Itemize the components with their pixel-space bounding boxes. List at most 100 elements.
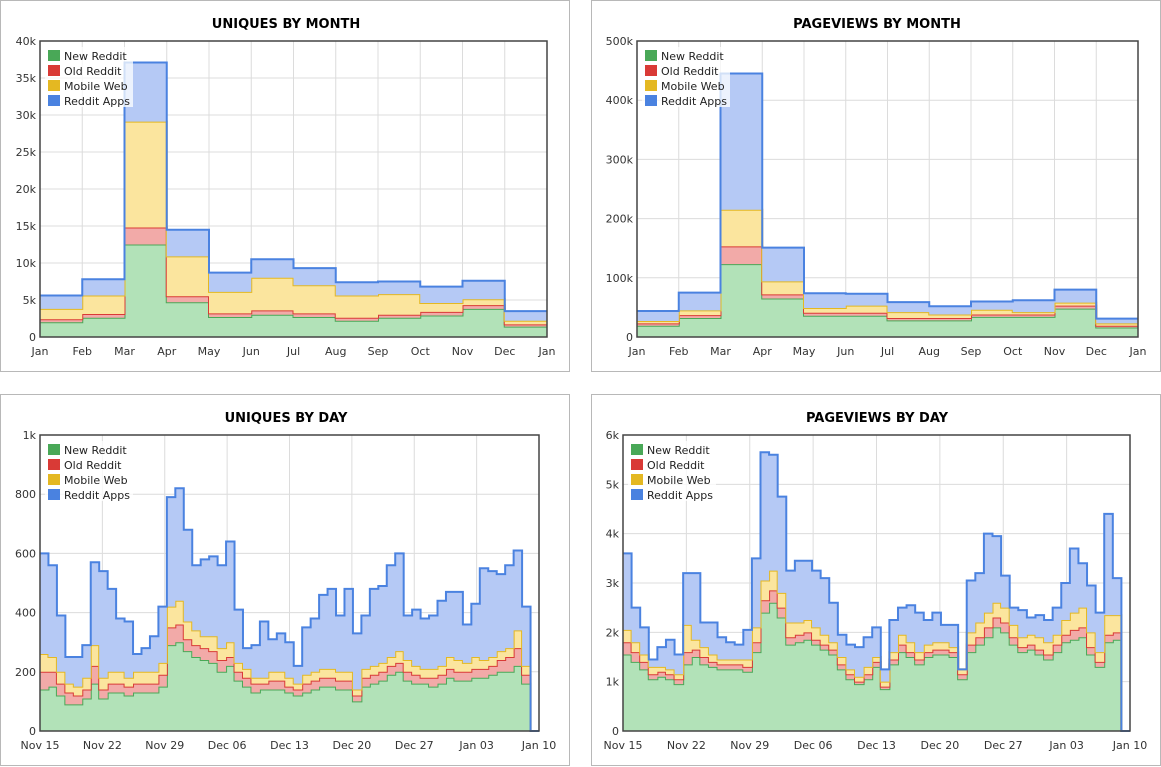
x-tick-label: May	[793, 345, 816, 358]
x-tick-label: Nov 15	[21, 739, 60, 752]
y-tick-label: 10k	[16, 257, 37, 270]
legend-swatch-mobile-web	[645, 80, 657, 91]
legend: New Reddit Old Reddit Mobile Web Reddit App…	[642, 47, 730, 108]
y-tick-label: 200k	[606, 213, 634, 226]
x-tick-label: Nov 29	[145, 739, 184, 752]
legend-label: Reddit Apps	[64, 95, 130, 108]
y-tick-label: 0	[29, 331, 36, 344]
x-tick-label: Jul	[880, 345, 894, 358]
y-tick-label: 5k	[606, 478, 620, 491]
chart-panel-uniques-by-month: UNIQUES BY MONTH 0 5k 10k 15k 20k 25k 30k 35k 40…	[0, 0, 570, 372]
legend-swatch-new-reddit	[48, 50, 60, 61]
x-tick-label: Nov 22	[667, 739, 706, 752]
y-tick-label: 30k	[16, 109, 37, 122]
x-tick-label: Feb	[73, 345, 92, 358]
x-tick-label: Oct	[1003, 345, 1023, 358]
legend-swatch-mobile-web	[48, 80, 60, 91]
legend-swatch-mobile-web	[48, 474, 60, 485]
chart-pageviews-by-month: PAGEVIEWS BY MONTH 0 100k 200k 300k 400k 500k…	[606, 17, 1147, 358]
chart-title: UNIQUES BY DAY	[225, 411, 348, 426]
chart-uniques-by-day: UNIQUES BY DAY 0 200 400 600 800 1k Nov 15 Nov …	[15, 411, 556, 752]
x-tick-label: Jan	[628, 345, 646, 358]
legend-label: Old Reddit	[64, 459, 122, 472]
y-tick-label: 0	[612, 725, 619, 738]
y-tick-label: 300k	[606, 153, 634, 166]
x-tick-label: Nov 22	[83, 739, 122, 752]
series-area-old-reddit	[40, 624, 539, 731]
legend-label: Mobile Web	[64, 80, 128, 93]
x-tick-label: Jan 10	[1112, 739, 1147, 752]
y-tick-label: 600	[15, 547, 36, 560]
y-tick-label: 200	[15, 666, 36, 679]
legend-swatch-old-reddit	[48, 459, 60, 470]
x-tick-label: Apr	[157, 345, 177, 358]
legend: New Reddit Old Reddit Mobile Web Reddit App…	[45, 441, 133, 502]
legend-label: Mobile Web	[64, 474, 128, 487]
chart-title: PAGEVIEWS BY DAY	[806, 411, 949, 426]
x-tick-label: Sep	[368, 345, 389, 358]
legend-swatch-old-reddit	[631, 459, 643, 470]
x-tick-label: Jul	[286, 345, 300, 358]
x-tick-label: Nov	[1044, 345, 1066, 358]
x-tick-label: Jan 03	[458, 739, 493, 752]
legend-swatch-new-reddit	[645, 50, 657, 61]
x-tick-label: Jan	[1129, 345, 1147, 358]
y-tick-label: 20k	[16, 183, 37, 196]
series-area-reddit-apps	[40, 488, 539, 731]
y-tick-label: 2k	[606, 626, 620, 639]
legend-label: Mobile Web	[647, 474, 711, 487]
y-tick-label: 400	[15, 607, 36, 620]
x-tick-label: Jan 10	[521, 739, 556, 752]
y-tick-label: 400k	[606, 94, 634, 107]
legend-swatch-reddit-apps	[631, 489, 643, 500]
legend-swatch-old-reddit	[645, 65, 657, 76]
chart-panel-uniques-by-day: UNIQUES BY DAY 0 200 400 600 800 1k Nov 15 Nov …	[0, 394, 570, 766]
legend-label: Reddit Apps	[661, 95, 727, 108]
legend-label: Reddit Apps	[647, 489, 713, 502]
x-tick-label: Dec 20	[332, 739, 371, 752]
plot-frame	[622, 434, 1131, 732]
legend-label: Old Reddit	[64, 65, 122, 78]
x-tick-label: Dec	[494, 345, 515, 358]
x-tick-label: Dec 27	[395, 739, 434, 752]
y-tick-label: 5k	[23, 294, 37, 307]
legend-swatch-reddit-apps	[48, 489, 60, 500]
x-tick-label: Sep	[961, 345, 982, 358]
y-tick-label: 40k	[16, 35, 37, 48]
legend-label: New Reddit	[647, 444, 710, 457]
legend-swatch-reddit-apps	[645, 95, 657, 106]
series-area-old-reddit	[623, 590, 1130, 731]
chart-pageviews-by-day: PAGEVIEWS BY DAY 0 1k 2k 3k 4k 5k 6k Nov 15 Nov …	[604, 411, 1148, 752]
x-tick-label: Jan	[538, 345, 556, 358]
chart-title: PAGEVIEWS BY MONTH	[793, 17, 961, 32]
x-tick-label: Jan 03	[1048, 739, 1083, 752]
y-tick-label: 35k	[16, 72, 37, 85]
x-tick-label: Jan	[31, 345, 49, 358]
chart-panel-pageviews-by-day: PAGEVIEWS BY DAY 0 1k 2k 3k 4k 5k 6k Nov 15 Nov …	[591, 394, 1161, 766]
legend: New Reddit Old Reddit Mobile Web Reddit App…	[45, 47, 133, 108]
x-tick-label: Jun	[242, 345, 260, 358]
y-tick-label: 1k	[23, 429, 37, 442]
legend-label: New Reddit	[661, 50, 724, 63]
x-tick-label: Aug	[919, 345, 940, 358]
x-tick-label: Nov	[452, 345, 474, 358]
x-tick-label: Mar	[710, 345, 731, 358]
legend-swatch-reddit-apps	[48, 95, 60, 106]
series-area-old-reddit	[40, 227, 547, 327]
x-tick-label: Dec 20	[920, 739, 959, 752]
legend-swatch-new-reddit	[48, 444, 60, 455]
x-tick-label: Feb	[669, 345, 688, 358]
x-tick-label: Nov 15	[604, 739, 643, 752]
chart-title: UNIQUES BY MONTH	[212, 17, 360, 32]
x-tick-label: Nov 29	[730, 739, 769, 752]
legend-label: Old Reddit	[647, 459, 705, 472]
x-tick-label: Oct	[411, 345, 431, 358]
series-area-reddit-apps	[40, 62, 547, 321]
plot-frame	[39, 434, 540, 732]
y-tick-label: 1k	[606, 676, 620, 689]
y-tick-label: 100k	[606, 272, 634, 285]
series-line-reddit-apps	[40, 487, 539, 732]
legend-label: Reddit Apps	[64, 489, 130, 502]
y-tick-label: 3k	[606, 577, 620, 590]
x-tick-label: Mar	[114, 345, 135, 358]
